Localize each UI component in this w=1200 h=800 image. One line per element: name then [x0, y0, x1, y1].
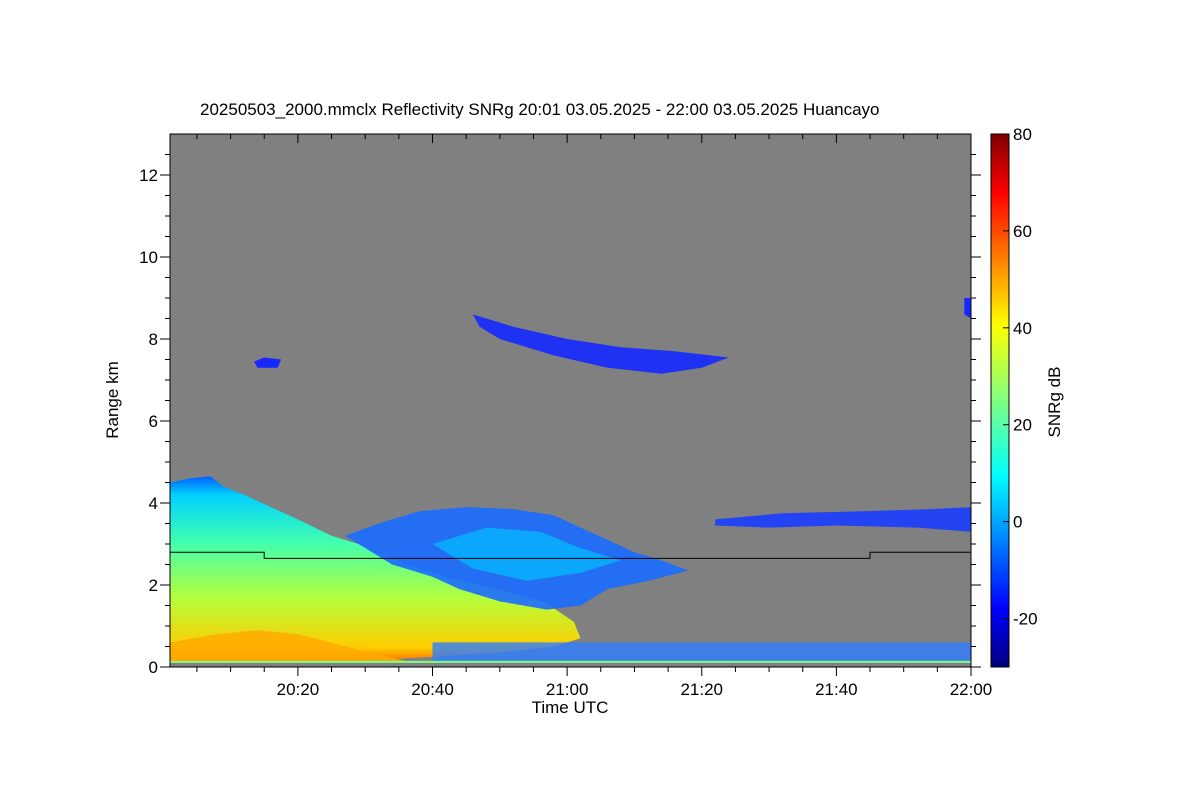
- boundary-line: [170, 551, 971, 559]
- y-tick-label: 6: [149, 412, 158, 431]
- y-tick-label: 10: [139, 248, 158, 267]
- x-tick-label: 21:20: [680, 680, 723, 699]
- y-tick-label: 4: [149, 494, 158, 513]
- low-level-echo-core: [170, 630, 406, 663]
- cirrus-patch: [254, 357, 282, 368]
- upper-cloud-layer: [715, 507, 971, 532]
- colorbar-tick-label: 40: [1013, 319, 1032, 338]
- axes: 20:20 20:40 21:00 21:20 21:40 22:00 0 2 4 6 8 10 12: [139, 133, 993, 699]
- colorbar-tick-label: 20: [1013, 416, 1032, 435]
- plot-area: [170, 134, 971, 667]
- y-tick-label: 8: [149, 330, 158, 349]
- y-tick-label: 2: [149, 576, 158, 595]
- colorbar-gradient: [990, 133, 1010, 668]
- mid-cloud-core: [432, 527, 621, 581]
- colorbar-tick-label: 0: [1013, 513, 1022, 532]
- colorbar: -20 0 20 40 60 80: [990, 125, 1038, 668]
- chart-title: 20250503_2000.mmclx Reflectivity SNRg 20…: [200, 100, 880, 119]
- low-level-echo: [170, 476, 581, 663]
- surface-noise-band: [432, 642, 971, 663]
- y-tick-label: 12: [139, 166, 158, 185]
- colorbar-tick-label: -20: [1013, 610, 1038, 629]
- x-tick-label: 20:20: [277, 680, 320, 699]
- x-tick-label: 21:00: [546, 680, 589, 699]
- x-axis-label: Time UTC: [531, 698, 609, 717]
- colorbar-tick-label: 80: [1013, 125, 1032, 144]
- x-tick-label: 21:40: [815, 680, 858, 699]
- cirrus-layer: [472, 314, 729, 374]
- colorbar-label: SNRg dB: [1045, 366, 1064, 438]
- y-axis-label: Range km: [103, 361, 122, 439]
- surface-band: [170, 660, 971, 663]
- x-tick-label: 22:00: [950, 680, 993, 699]
- colorbar-tick-label: 60: [1013, 222, 1032, 241]
- x-tick-label: 20:40: [411, 680, 454, 699]
- cirrus-edge: [964, 298, 971, 319]
- y-tick-label: 0: [149, 658, 158, 677]
